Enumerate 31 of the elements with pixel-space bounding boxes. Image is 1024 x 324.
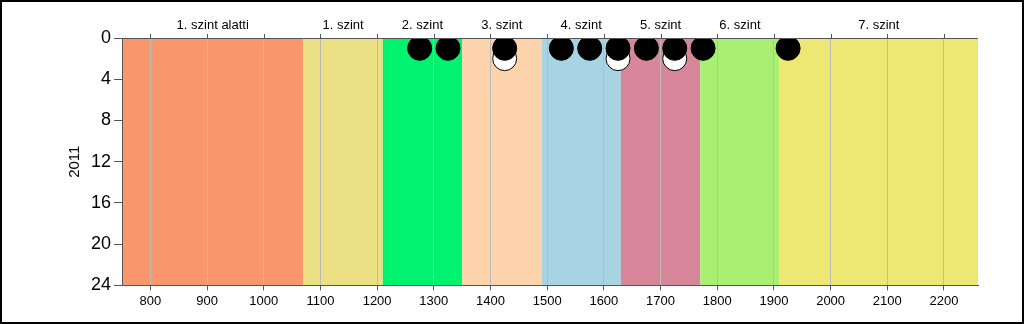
- x-tick-label: 2100: [872, 292, 902, 308]
- x-tick-label: 1300: [419, 292, 449, 308]
- y-tick-label: 16: [90, 191, 112, 212]
- x-tick-label: 800: [139, 292, 162, 308]
- x-tick-label: 2000: [816, 292, 846, 308]
- x-tick-label: 1200: [362, 292, 392, 308]
- x-tick-label: 1800: [702, 292, 732, 308]
- x-tick-label: 2200: [929, 292, 959, 308]
- band-label: 3. szint: [481, 17, 523, 33]
- band-label: 5. szint: [639, 17, 682, 33]
- y-tick-label: 24: [90, 274, 112, 295]
- x-tick-label: 1100: [306, 292, 335, 308]
- x-tick-label: 1500: [532, 292, 562, 308]
- band-label: 6. szint: [719, 17, 761, 33]
- x-tick-label: 1700: [646, 292, 676, 308]
- band-label: 1. szint alatti: [176, 17, 249, 33]
- x-tick-label: 1000: [249, 292, 279, 308]
- y-tick-label: 8: [101, 109, 112, 130]
- band-label: 1. szint: [322, 17, 365, 33]
- y-tick-label: 4: [101, 68, 112, 89]
- x-tick-label: 1400: [476, 292, 505, 308]
- y-axis-title: 2011: [65, 145, 83, 178]
- x-tick-label: 1600: [589, 292, 619, 308]
- y-tick-label: 20: [90, 233, 112, 254]
- band-label: 4. szint: [560, 17, 603, 33]
- band-label: 7. szint: [858, 17, 900, 33]
- y-tick-label: 12: [90, 150, 112, 171]
- y-tick-label: 0: [101, 26, 112, 47]
- band-label: 2. szint: [401, 17, 444, 33]
- x-tick-label: 1900: [759, 292, 789, 308]
- x-tick-label: 900: [196, 292, 218, 308]
